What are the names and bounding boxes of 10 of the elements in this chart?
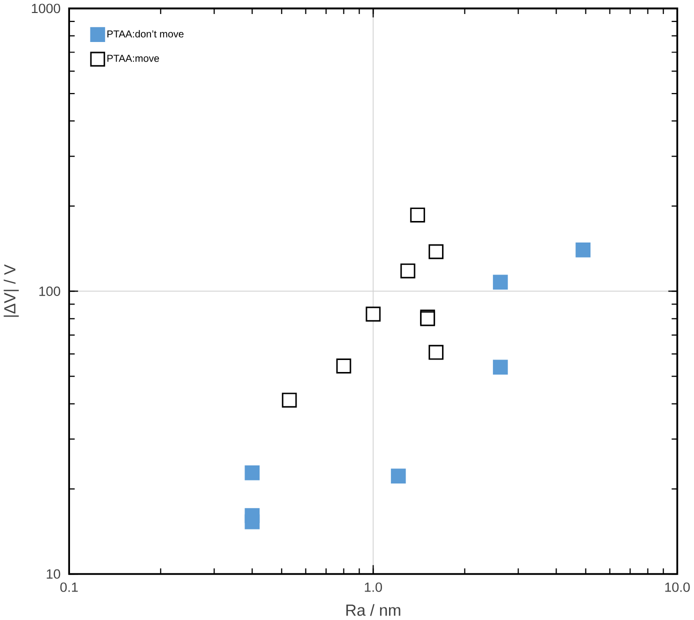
- legend-label: PTAA:move: [107, 55, 159, 62]
- y-tick-label: 100: [39, 286, 60, 296]
- x-tick-label: 0.1: [60, 582, 78, 592]
- x-tick-label: 1.0: [364, 582, 382, 592]
- y-tick-label: 10: [46, 570, 60, 579]
- y-tick-label: 1000: [32, 4, 60, 14]
- y-axis-title: |ΔV| / V: [4, 264, 19, 317]
- x-tick-label: 10.0: [665, 582, 690, 592]
- x-axis-title: Ra / nm: [346, 604, 400, 616]
- legend-label: PTAA:don’t move: [107, 30, 184, 38]
